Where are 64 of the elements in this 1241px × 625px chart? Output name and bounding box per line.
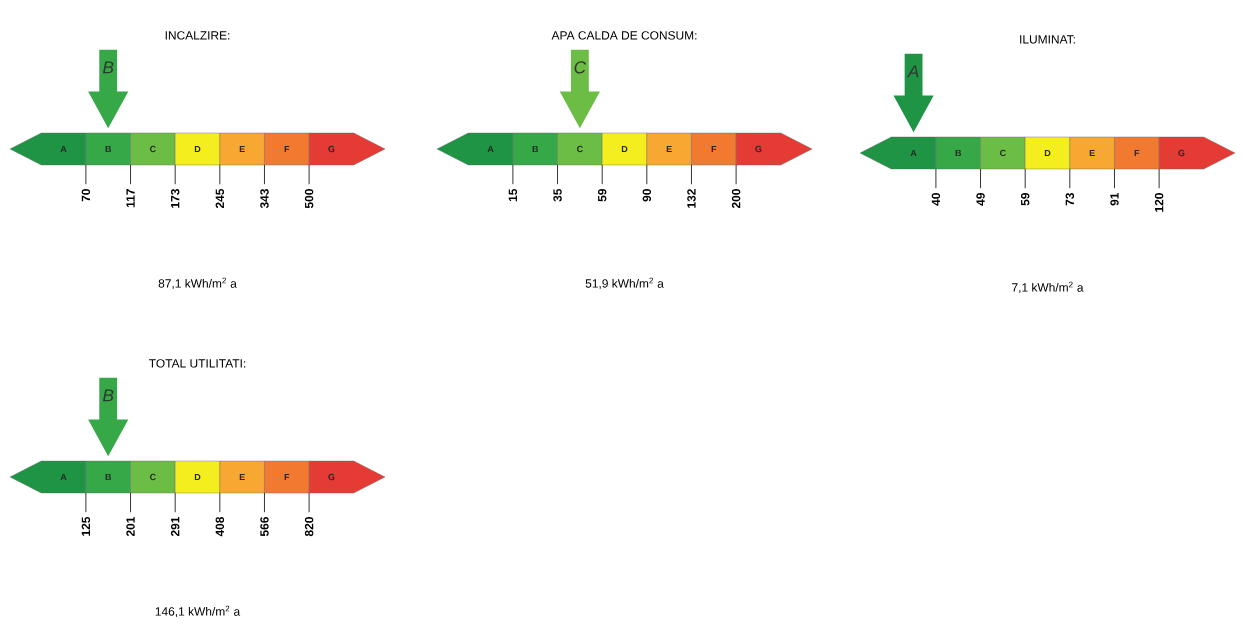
text: 87,1 kWh/m$^{2}$ a (158, 277, 237, 290)
data-label: 120 (1154, 193, 1164, 212)
category-label: D (194, 145, 201, 153)
category-label: F (284, 145, 290, 153)
category-label: G (755, 145, 762, 153)
category-label: A (60, 145, 67, 153)
category-label: F (711, 145, 717, 153)
data-label: 40 (931, 193, 941, 206)
data-label: 820 (304, 517, 314, 537)
data-label: 408 (215, 516, 225, 537)
data-label: 125 (81, 516, 91, 536)
category-label: E (1089, 149, 1095, 157)
text: B (103, 61, 114, 74)
data-label: 15 (508, 188, 518, 202)
category-label: C (149, 145, 156, 153)
category-label: E (239, 473, 245, 481)
category-label: F (1134, 149, 1140, 157)
text: 146,1 kWh/m$^{2}$ a (155, 605, 241, 618)
text: 7,1 kWh/m$^{2}$ a (1012, 281, 1084, 294)
category-label: B (532, 145, 539, 153)
data-label: 90 (642, 189, 652, 202)
category-label: C (577, 145, 583, 153)
text: 51,9 kWh/m$^{2}$ a (585, 277, 664, 290)
text: C (574, 61, 587, 74)
data-label: 117 (126, 189, 135, 208)
category-label: D (621, 145, 628, 153)
data-label: 70 (81, 189, 91, 202)
category-label: A (487, 145, 494, 153)
category-label: E (239, 145, 245, 153)
data-label: 173 (170, 189, 180, 208)
category-label: B (105, 473, 112, 481)
data-label: 59 (1020, 193, 1030, 206)
category-label: G (328, 473, 335, 481)
text: INCALZIRE: (165, 31, 230, 40)
text: B (103, 389, 114, 402)
category-label: B (955, 149, 962, 157)
category-label: D (194, 473, 201, 481)
data-label: 35 (553, 188, 562, 202)
text: A (907, 65, 919, 78)
data-label: 200 (731, 189, 741, 209)
data-label: 132 (687, 189, 696, 208)
category-label: A (60, 473, 67, 481)
data-label: 49 (976, 193, 985, 206)
category-label: C (1000, 149, 1006, 157)
data-label: 59 (597, 189, 607, 202)
category-label: C (149, 473, 156, 481)
category-label: B (105, 145, 112, 153)
data-label: 201 (126, 516, 135, 537)
data-label: 73 (1065, 193, 1075, 206)
data-label: 500 (304, 189, 314, 209)
data-label: 566 (260, 517, 269, 537)
data-label: 245 (215, 188, 225, 209)
data-label: 291 (170, 516, 180, 537)
category-label: E (666, 145, 672, 153)
text: TOTAL UTILITATI: (149, 359, 246, 368)
category-label: G (1178, 149, 1185, 157)
category-label: G (328, 145, 335, 153)
data-label: 91 (1110, 192, 1119, 206)
text: ILUMINAT: (1020, 35, 1075, 44)
category-label: A (910, 149, 917, 157)
category-label: F (284, 473, 290, 481)
data-label: 343 (260, 189, 269, 209)
text: APA CALDA DE CONSUM: (551, 31, 697, 40)
category-label: D (1044, 149, 1051, 157)
